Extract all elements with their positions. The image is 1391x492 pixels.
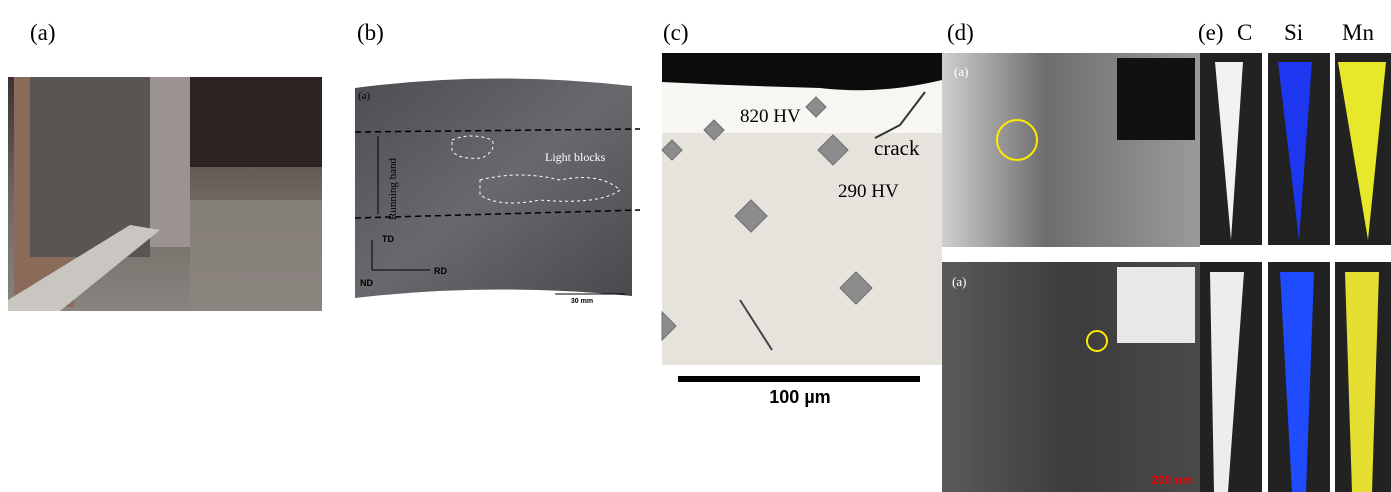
micrograph xyxy=(662,53,942,408)
image-label: (a) xyxy=(952,274,966,289)
apt-maps xyxy=(1200,53,1391,492)
tem-images xyxy=(942,53,1200,492)
crack-label: crack xyxy=(874,136,920,160)
panel-label: (e) xyxy=(1198,20,1224,45)
axis-label: TD xyxy=(382,234,394,244)
panel-label: (c) xyxy=(663,20,689,45)
panel-label: (b) xyxy=(357,20,384,45)
element-label: C xyxy=(1237,20,1252,45)
scale-bar-label: 30 mm xyxy=(571,298,593,305)
panel-label: (d) xyxy=(947,20,974,45)
axis-label: ND xyxy=(360,278,373,288)
inset-label: (a) xyxy=(358,90,371,102)
annotation: Light blocks xyxy=(545,150,606,164)
wheel-photo xyxy=(8,77,322,311)
hardness-label: 820 HV xyxy=(740,106,801,127)
panel-label: (a) xyxy=(30,20,56,45)
element-label: Si xyxy=(1284,20,1303,45)
image-label: (a) xyxy=(954,64,968,79)
scale-bar-label: 100 µm xyxy=(769,387,830,407)
element-label: Mn xyxy=(1342,20,1374,45)
hardness-label: 290 HV xyxy=(838,181,899,202)
figure: (a) (b) (c) (d) (e) C Si Mn (a) Running … xyxy=(0,0,1391,492)
axis-label: RD xyxy=(434,266,447,276)
band-label: Running band xyxy=(387,157,399,220)
scale-bar-label: 200 nm xyxy=(1151,473,1192,487)
